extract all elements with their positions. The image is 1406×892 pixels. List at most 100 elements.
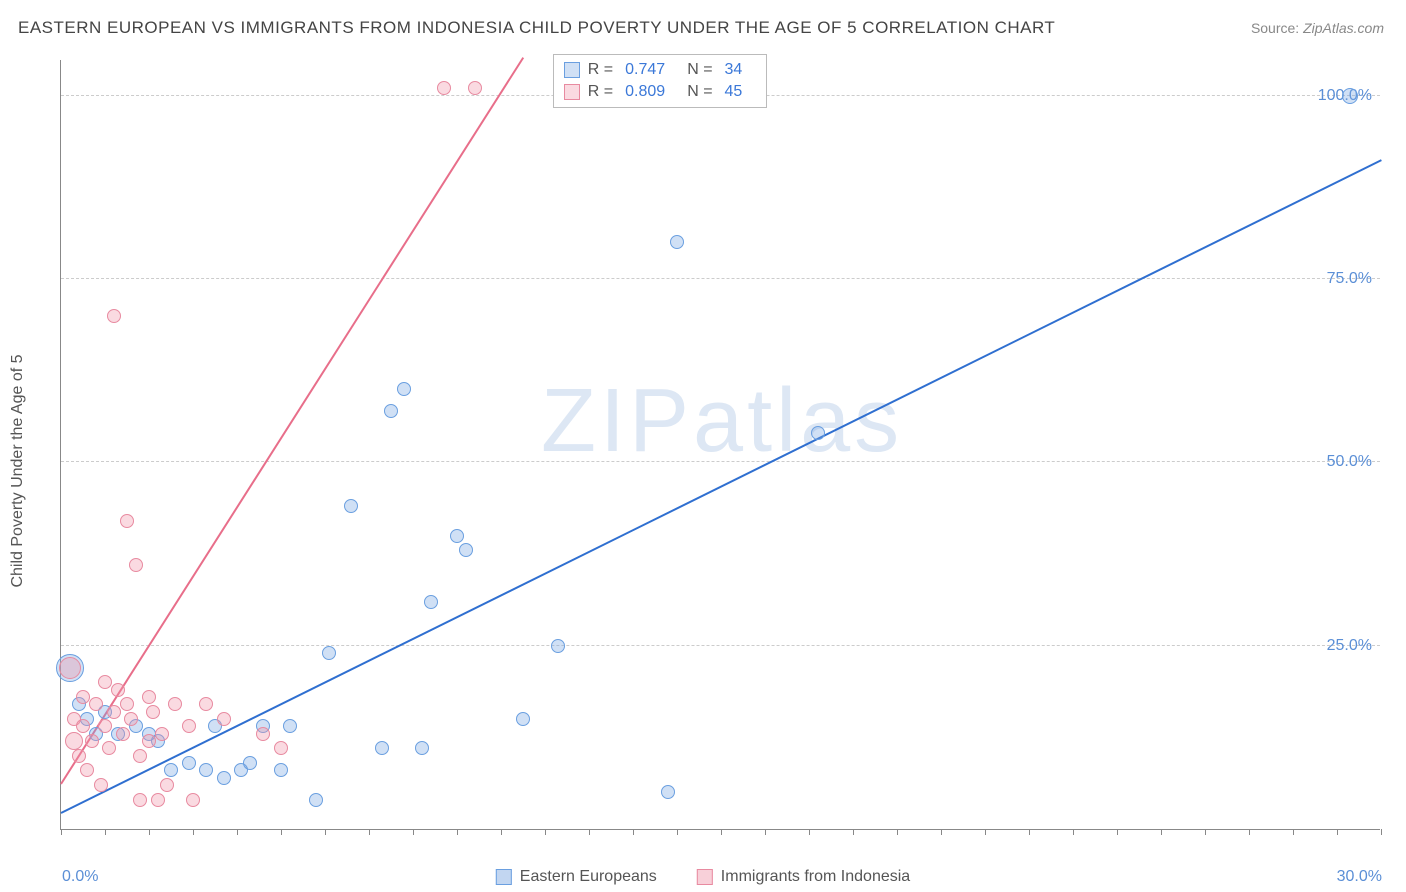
data-point (160, 778, 174, 792)
data-point (468, 81, 482, 95)
gridline (61, 461, 1380, 462)
n-label: N = (687, 61, 712, 79)
data-point (129, 558, 143, 572)
x-tick (633, 829, 634, 835)
legend-label: Immigrants from Indonesia (721, 868, 910, 886)
data-point (133, 749, 147, 763)
y-tick-label: 75.0% (1327, 270, 1372, 288)
data-point (243, 756, 257, 770)
data-point (116, 727, 130, 741)
data-point (102, 741, 116, 755)
data-point (661, 785, 675, 799)
source-attribution: Source: ZipAtlas.com (1251, 20, 1384, 36)
source-label: Source: (1251, 20, 1299, 36)
x-tick (1381, 829, 1382, 835)
data-point (120, 514, 134, 528)
legend-row: R = 0.809 N = 45 (564, 81, 757, 103)
data-point (89, 697, 103, 711)
x-tick (1117, 829, 1118, 835)
x-tick (149, 829, 150, 835)
legend-item: Immigrants from Indonesia (697, 868, 910, 886)
x-tick (941, 829, 942, 835)
data-point (459, 543, 473, 557)
x-tick (237, 829, 238, 835)
trend-line (60, 57, 524, 784)
r-value: 0.809 (625, 83, 665, 101)
data-point (59, 657, 81, 679)
data-point (98, 719, 112, 733)
legend-bottom: Eastern Europeans Immigrants from Indones… (496, 868, 910, 886)
legend-item: Eastern Europeans (496, 868, 657, 886)
data-point (811, 426, 825, 440)
n-value: 34 (725, 61, 743, 79)
data-point (199, 697, 213, 711)
r-label: R = (588, 83, 613, 101)
x-tick (457, 829, 458, 835)
data-point (424, 595, 438, 609)
legend-swatch (564, 62, 580, 78)
data-point (94, 778, 108, 792)
data-point (76, 719, 90, 733)
x-tick (1029, 829, 1030, 835)
n-value: 45 (725, 83, 743, 101)
data-point (516, 712, 530, 726)
data-point (437, 81, 451, 95)
x-tick (1073, 829, 1074, 835)
x-tick (589, 829, 590, 835)
data-point (133, 793, 147, 807)
data-point (384, 404, 398, 418)
data-point (124, 712, 138, 726)
data-point (309, 793, 323, 807)
data-point (322, 646, 336, 660)
data-point (65, 732, 83, 750)
gridline (61, 645, 1380, 646)
data-point (274, 763, 288, 777)
data-point (217, 712, 231, 726)
plot-area: ZIPatlas 25.0%50.0%75.0%100.0% (60, 60, 1380, 830)
chart-container: Child Poverty Under the Age of 5 ZIPatla… (0, 50, 1406, 892)
x-tick (765, 829, 766, 835)
x-tick (105, 829, 106, 835)
x-tick (1249, 829, 1250, 835)
data-point (283, 719, 297, 733)
data-point (98, 675, 112, 689)
x-tick (1293, 829, 1294, 835)
x-tick (985, 829, 986, 835)
legend-swatch (697, 869, 713, 885)
data-point (551, 639, 565, 653)
data-point (186, 793, 200, 807)
x-tick (809, 829, 810, 835)
x-tick (677, 829, 678, 835)
data-point (375, 741, 389, 755)
legend-swatch (564, 84, 580, 100)
n-label: N = (687, 83, 712, 101)
data-point (151, 793, 165, 807)
data-point (107, 705, 121, 719)
data-point (72, 749, 86, 763)
x-tick (61, 829, 62, 835)
chart-title: EASTERN EUROPEAN VS IMMIGRANTS FROM INDO… (18, 18, 1055, 38)
x-tick (193, 829, 194, 835)
data-point (146, 705, 160, 719)
trend-line (61, 160, 1382, 814)
y-tick-label: 25.0% (1327, 637, 1372, 655)
x-tick (853, 829, 854, 835)
y-axis-label: Child Poverty Under the Age of 5 (9, 354, 27, 587)
data-point (182, 756, 196, 770)
x-tick (325, 829, 326, 835)
data-point (217, 771, 231, 785)
legend-label: Eastern Europeans (520, 868, 657, 886)
x-tick (1337, 829, 1338, 835)
legend-swatch (496, 869, 512, 885)
data-point (274, 741, 288, 755)
x-tick (1205, 829, 1206, 835)
x-tick (545, 829, 546, 835)
data-point (1342, 88, 1358, 104)
correlation-legend: R =0.747N =34R =0.809N =45 (553, 54, 768, 108)
data-point (85, 734, 99, 748)
data-point (344, 499, 358, 513)
r-label: R = (588, 61, 613, 79)
x-tick (413, 829, 414, 835)
data-point (142, 690, 156, 704)
legend-row: R =0.747N =34 (564, 59, 757, 81)
